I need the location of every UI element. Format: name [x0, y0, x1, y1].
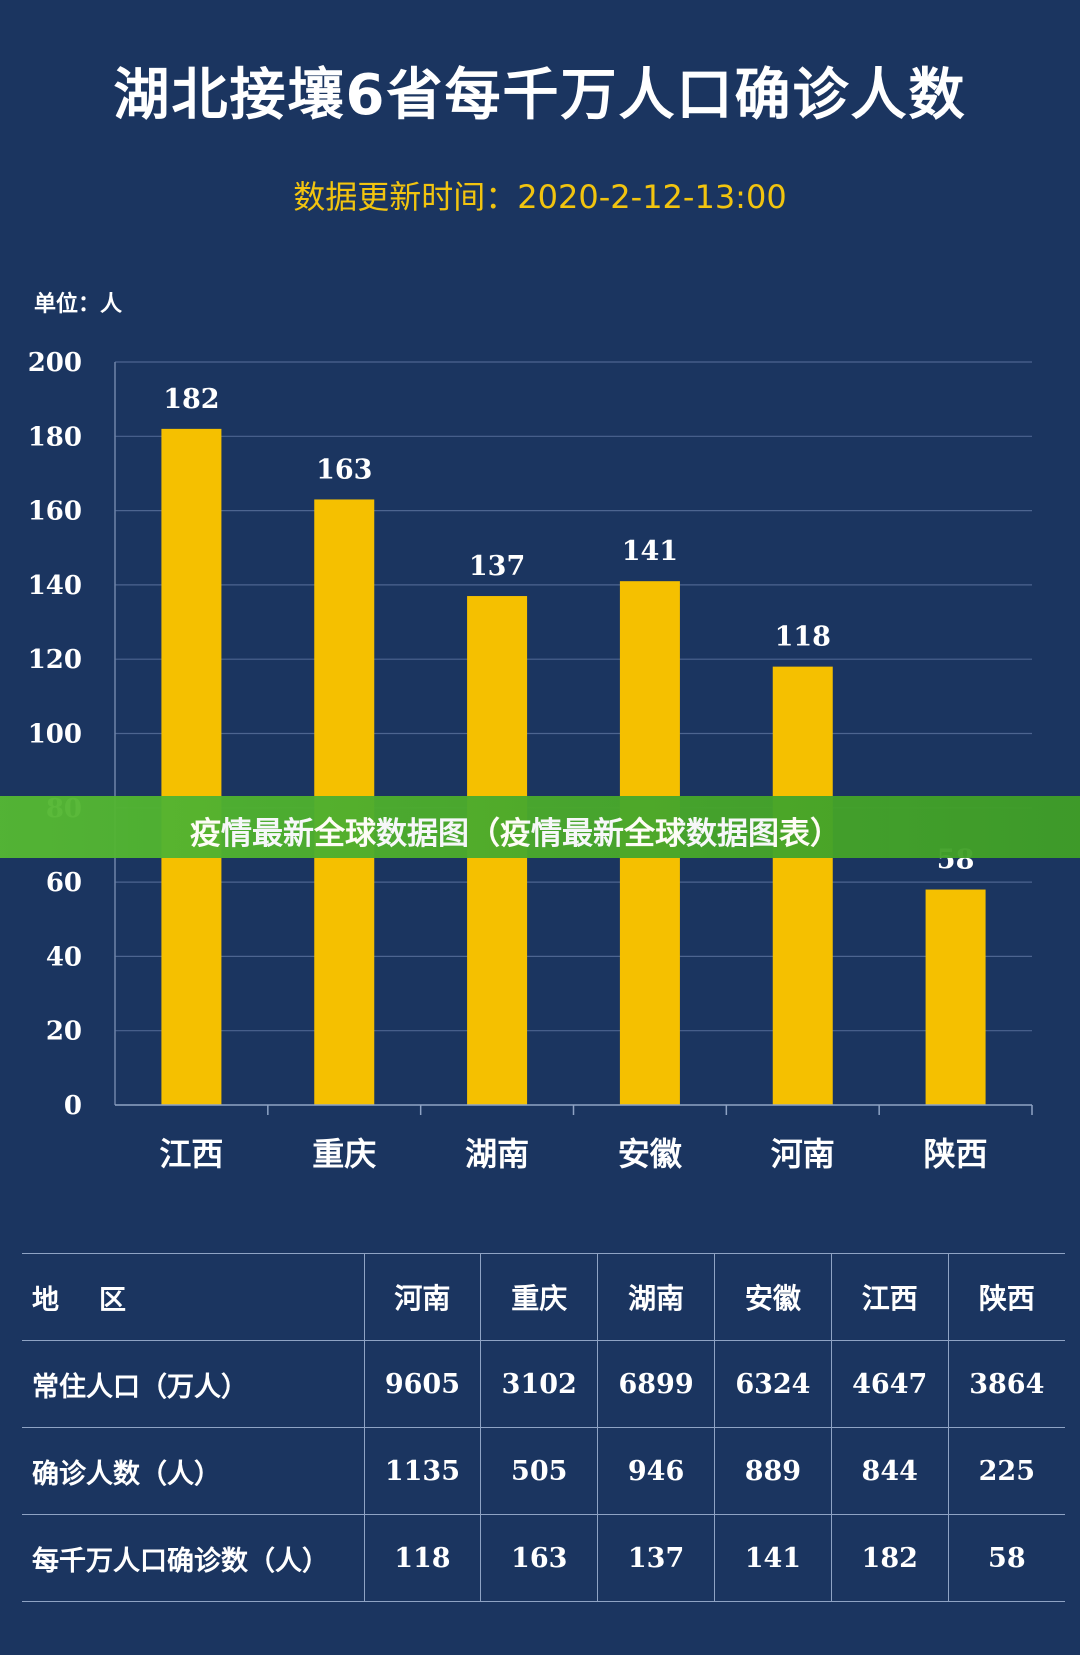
table-column-header: 河南 [364, 1253, 482, 1341]
table-cell: 225 [948, 1427, 1065, 1515]
table-cell: 889 [714, 1427, 832, 1515]
table-cell: 3102 [480, 1340, 599, 1428]
table-cell: 6899 [597, 1340, 715, 1428]
chart-title: 湖北接壤6省每千万人口确诊人数 [113, 63, 967, 128]
table-row: 常住人口（万人） 9605 3102 6899 6324 4647 3864 [22, 1340, 1065, 1428]
table-column-header: 重庆 [480, 1253, 599, 1341]
bar-chart: 020406080100120140160180200 182163137141… [28, 348, 1033, 1173]
x-tick-label: 湖南 [465, 1135, 529, 1173]
table-cell: 58 [948, 1514, 1065, 1602]
bar [161, 428, 222, 1105]
table-cell: 141 [714, 1514, 832, 1602]
banner-text: 疫情最新全球数据图（疫情最新全球数据图表） [190, 816, 841, 852]
table-row-label: 常住人口（万人） [22, 1340, 365, 1428]
y-tick-label: 120 [28, 645, 82, 675]
bar [772, 666, 833, 1105]
table-cell: 118 [364, 1514, 482, 1602]
table-header-row: 地区 河南 重庆 湖南 安徽 江西 陕西 [22, 1253, 1065, 1341]
table-cell: 844 [831, 1427, 949, 1515]
y-tick-label: 0 [64, 1091, 82, 1121]
table-header-region: 地区 [22, 1253, 365, 1341]
y-tick-label: 140 [28, 571, 82, 601]
bar [925, 889, 986, 1105]
table-column-header: 陕西 [948, 1253, 1065, 1341]
table-cell: 182 [831, 1514, 949, 1602]
y-tick-label: 40 [46, 942, 82, 972]
x-tick-label: 河南 [771, 1135, 835, 1173]
bar-value-label: 182 [163, 384, 219, 415]
unit-label: 单位：人 [34, 292, 123, 317]
bar-value-label: 137 [469, 551, 525, 582]
table-column-header: 安徽 [714, 1253, 832, 1341]
table-cell: 6324 [714, 1340, 832, 1428]
y-tick-label: 180 [28, 422, 82, 452]
bar-value-label: 163 [316, 454, 372, 485]
table-column-header: 江西 [831, 1253, 949, 1341]
y-tick-label: 100 [28, 720, 82, 750]
bar-value-label: 141 [622, 536, 678, 567]
table-cell: 9605 [364, 1340, 482, 1428]
table-row: 确诊人数（人） 1135 505 946 889 844 225 [22, 1427, 1065, 1515]
table-cell: 505 [480, 1427, 599, 1515]
table-row-label: 每千万人口确诊数（人） [22, 1514, 365, 1602]
data-table: 地区 河南 重庆 湖南 安徽 江西 陕西 常住人口（万人） 9605 3102 … [22, 1253, 1065, 1602]
table-cell: 3864 [948, 1340, 1065, 1428]
table-row-label: 确诊人数（人） [22, 1427, 365, 1515]
update-time-subtitle: 数据更新时间：2020-2-12-13:00 [293, 178, 787, 216]
table-cell: 137 [597, 1514, 715, 1602]
y-tick-label: 20 [46, 1017, 82, 1047]
x-tick-label: 安徽 [618, 1135, 683, 1173]
table-cell: 1135 [364, 1427, 482, 1515]
table-cell: 163 [480, 1514, 599, 1602]
y-axis-ticks: 020406080100120140160180200 [28, 348, 82, 1121]
bars [161, 428, 986, 1106]
table-cell: 4647 [831, 1340, 949, 1428]
y-tick-label: 160 [28, 497, 82, 527]
table-column-header: 湖南 [597, 1253, 715, 1341]
x-tick-label: 重庆 [312, 1135, 376, 1173]
x-tick-label: 陕西 [924, 1135, 988, 1173]
x-tick-label: 江西 [159, 1135, 223, 1173]
table-cell: 946 [597, 1427, 715, 1515]
y-tick-label: 60 [46, 868, 82, 898]
y-tick-label: 200 [28, 348, 82, 378]
x-axis: 江西 重庆 湖南 安徽 河南 陕西 [114, 362, 1033, 1173]
overlay-banner[interactable]: 疫情最新全球数据图（疫情最新全球数据图表） [0, 796, 1080, 858]
table-row: 每千万人口确诊数（人） 118 163 137 141 182 58 [22, 1514, 1065, 1602]
bar-value-label: 118 [775, 622, 831, 653]
grid-lines [115, 361, 1032, 1032]
